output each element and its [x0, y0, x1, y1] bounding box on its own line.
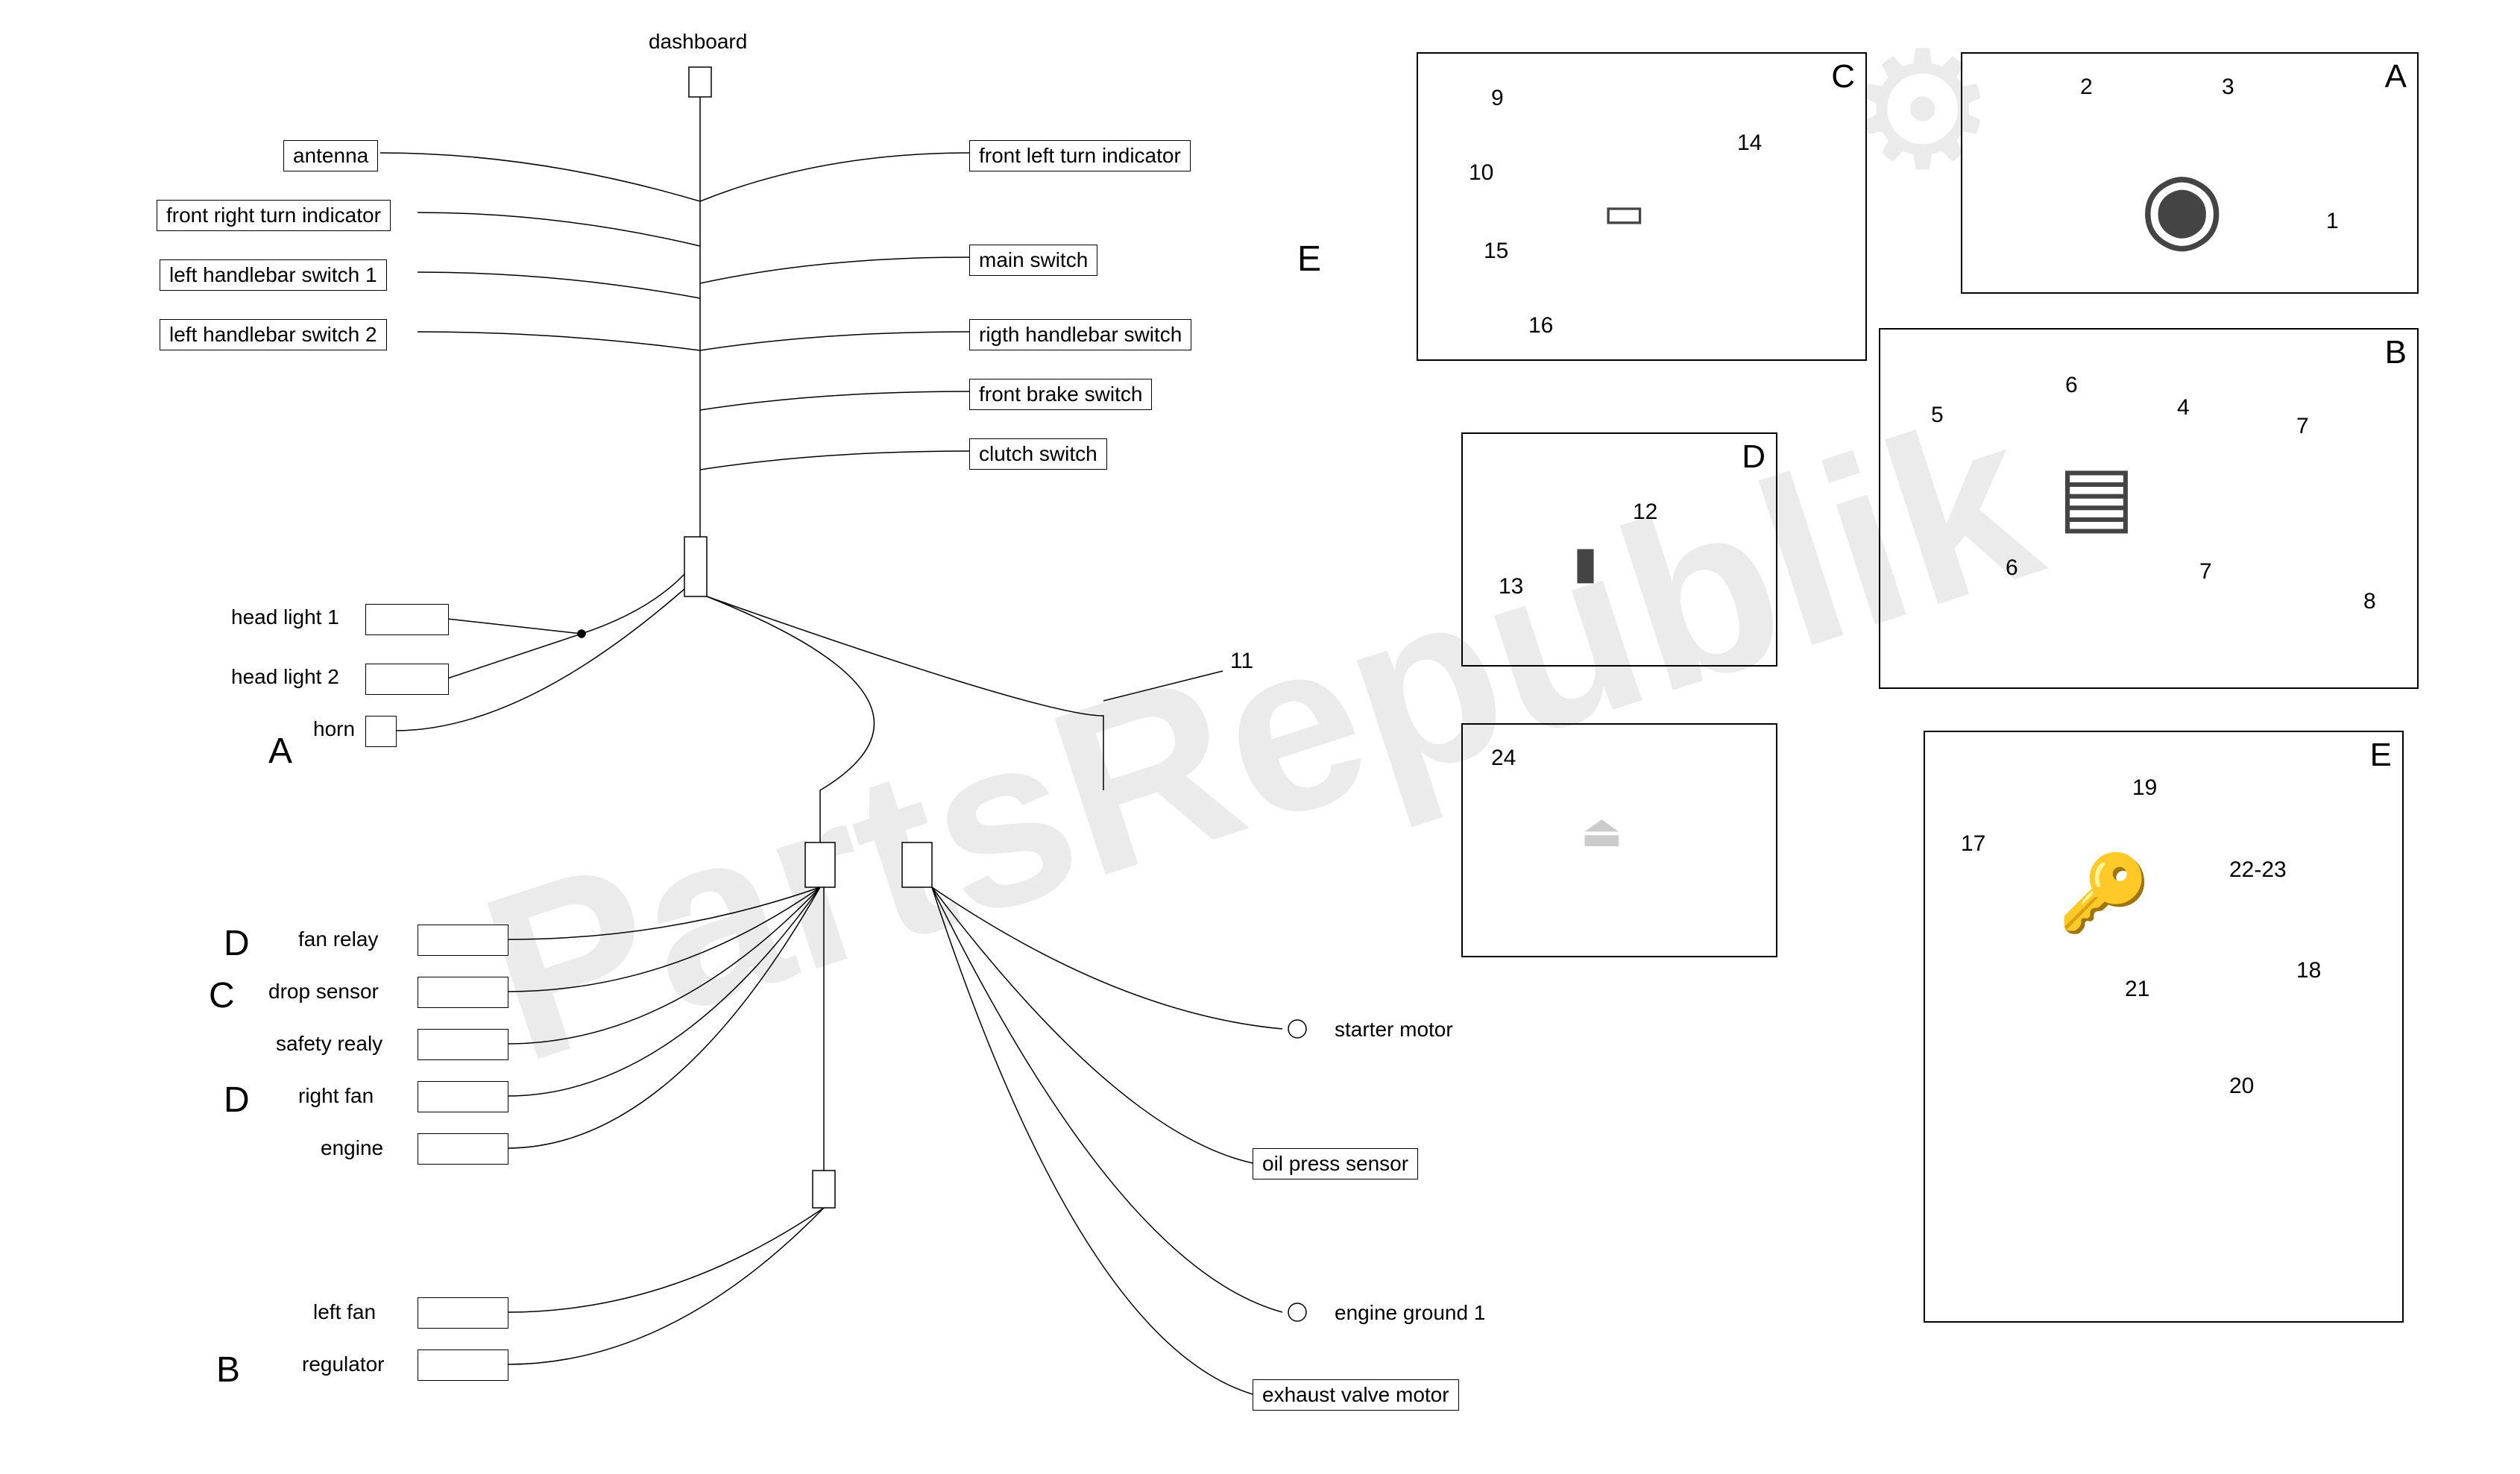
panel-C-letter: C [1831, 58, 1855, 95]
label-regulator: regulator [302, 1352, 385, 1376]
num-20: 20 [2229, 1074, 2254, 1099]
ignition-switch-icon: 🔑 [2058, 850, 2151, 937]
num-24: 24 [1491, 746, 1516, 771]
num-10: 10 [1469, 160, 1493, 186]
label-drop-sensor: drop sensor [268, 980, 379, 1004]
panel-B: B [1879, 328, 2419, 689]
box-drop-sensor [418, 977, 508, 1008]
num-6a: 6 [2065, 373, 2078, 398]
num-19: 19 [2132, 775, 2157, 801]
region-letter-A: A [268, 731, 292, 772]
num-7a: 7 [2296, 414, 2309, 439]
panel-E: E [1924, 731, 2404, 1323]
label-headlight-2: head light 2 [231, 665, 339, 689]
num-14: 14 [1737, 130, 1762, 156]
box-regulator [418, 1349, 508, 1381]
num-13: 13 [1499, 574, 1523, 599]
num-12: 12 [1633, 500, 1657, 525]
clip-icon: ⏏ [1581, 805, 1623, 857]
num-16: 16 [1528, 313, 1553, 338]
box-left-handlebar-2: left handlebar switch 2 [160, 319, 387, 350]
panel-B-letter: B [2385, 334, 2407, 371]
box-front-brake-switch: front brake switch [969, 379, 1152, 410]
box-antenna: antenna [283, 140, 378, 171]
box-oil-press-sensor: oil press sensor [1253, 1148, 1418, 1179]
panel-D: D [1461, 432, 1777, 667]
callout-11: 11 [1230, 649, 1253, 674]
box-left-handlebar-1: left handlebar switch 1 [160, 259, 387, 291]
box-fan-relay [418, 925, 508, 956]
label-left-fan: left fan [313, 1300, 376, 1324]
label-right-fan: right fan [298, 1084, 374, 1108]
diagram-canvas: PartsRepublik ⚙ [0, 0, 2520, 1474]
label-engine-ground-1: engine ground 1 [1335, 1301, 1485, 1325]
panel-D-letter: D [1742, 438, 1765, 476]
label-fan-relay: fan relay [298, 927, 378, 951]
num-22-23: 22-23 [2229, 857, 2287, 883]
horn-icon: ◉ [2140, 149, 2224, 262]
region-letter-E: E [1297, 239, 1321, 280]
num-4: 4 [2177, 395, 2190, 421]
label-starter-motor: starter motor [1335, 1018, 1453, 1042]
num-18: 18 [2296, 958, 2321, 983]
box-horn [365, 716, 397, 747]
letter-D-1: D [224, 923, 250, 964]
num-15: 15 [1484, 239, 1508, 264]
num-17: 17 [1961, 831, 1985, 857]
regulator-icon: ▤ [2058, 447, 2135, 543]
watermark-text: PartsRepublik [455, 359, 2065, 1115]
box-headlight-2 [365, 664, 449, 695]
panel-A-letter: A [2385, 58, 2407, 95]
num-7b: 7 [2199, 559, 2212, 585]
num-3: 3 [2222, 75, 2234, 100]
box-front-left-turn-indicator: front left turn indicator [969, 140, 1191, 171]
num-1: 1 [2326, 209, 2339, 234]
label-headlight-1: head light 1 [231, 605, 339, 629]
num-9: 9 [1491, 86, 1504, 111]
box-exhaust-valve-motor: exhaust valve motor [1253, 1379, 1459, 1411]
num-2: 2 [2080, 75, 2093, 100]
dashboard-label: dashboard [649, 30, 747, 54]
relay-icon: ▮ [1573, 537, 1598, 589]
box-safety-relay [418, 1029, 508, 1060]
drop-sensor-icon: ▭ [1603, 186, 1645, 239]
label-horn: horn [313, 717, 355, 741]
num-6b: 6 [2006, 555, 2018, 581]
box-engine [418, 1133, 508, 1165]
num-8: 8 [2363, 589, 2376, 614]
box-clutch-switch: clutch switch [969, 438, 1107, 470]
box-headlight-1 [365, 604, 449, 635]
box-right-fan [418, 1081, 508, 1112]
num-5: 5 [1931, 403, 1944, 428]
panel-E-letter: E [2370, 737, 2392, 774]
letter-C: C [209, 975, 235, 1016]
box-right-handlebar-switch: rigth handlebar switch [969, 319, 1191, 350]
box-main-switch: main switch [969, 245, 1097, 276]
label-safety-relay: safety realy [276, 1032, 382, 1056]
region-letter-B: B [216, 1349, 240, 1390]
box-left-fan [418, 1297, 508, 1329]
num-21: 21 [2125, 977, 2149, 1002]
label-engine: engine [321, 1136, 383, 1160]
letter-D-2: D [224, 1080, 250, 1121]
box-front-right-turn-indicator: front right turn indicator [157, 200, 391, 231]
